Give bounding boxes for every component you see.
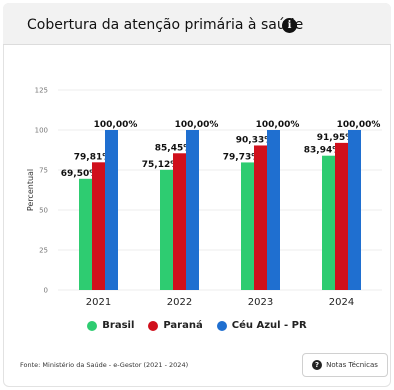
bar (92, 162, 105, 290)
question-icon: ? (312, 360, 323, 370)
legend-label: Céu Azul - PR (231, 320, 307, 331)
notes-button-label: Notas Técnicas (326, 361, 378, 369)
bar (335, 142, 348, 290)
data-label: 85,45% (155, 143, 193, 153)
data-label: 69,50% (61, 169, 99, 179)
legend-item[interactable]: Céu Azul - PR (216, 320, 307, 331)
data-label: 79,81% (74, 152, 112, 162)
data-label: 100,00% (94, 120, 138, 130)
legend-item[interactable]: Paraná (148, 320, 203, 331)
bar (254, 145, 267, 290)
data-label: 79,73% (223, 152, 261, 162)
chart-legend: Brasil Paraná Céu Azul - PR (0, 320, 394, 331)
y-tick-label: 25 (39, 247, 48, 255)
bar-chart: 0 25 50 75 100 125 Percentual 69,50% 79,81% 100,0… (26, 87, 382, 308)
data-label: 100,00% (337, 120, 381, 130)
bar (79, 178, 92, 290)
data-label: 75,12% (142, 160, 180, 170)
x-tick-label: 2022 (167, 297, 192, 308)
legend-label: Paraná (163, 320, 203, 331)
bar (105, 130, 118, 290)
legend-item[interactable]: Brasil (87, 320, 134, 331)
bar (173, 153, 186, 290)
data-label: 100,00% (256, 120, 300, 130)
x-tick-label: 2024 (329, 297, 354, 308)
chart-title: Cobertura da atenção primária à saúde (27, 17, 304, 33)
bar (267, 130, 280, 290)
bar (348, 130, 361, 290)
info-icon[interactable]: i (282, 18, 297, 33)
y-tick-label: 100 (35, 127, 48, 135)
y-tick-label: 75 (39, 167, 48, 175)
notes-button[interactable]: ? Notas Técnicas (302, 353, 388, 377)
y-tick-label: 125 (35, 87, 48, 95)
x-tick-label: 2023 (248, 297, 273, 308)
card-header: Cobertura da atenção primária à saúde i (3, 3, 391, 45)
data-label: 83,94% (304, 146, 342, 156)
bar (186, 130, 199, 290)
legend-label: Brasil (102, 320, 135, 331)
y-tick-label: 0 (44, 287, 48, 295)
legend-swatch (87, 320, 98, 331)
data-label: 100,00% (175, 120, 219, 130)
x-tick-label: 2021 (86, 297, 111, 308)
data-label: 90,33% (236, 135, 274, 145)
bar (241, 162, 254, 290)
data-label: 91,95% (317, 133, 355, 143)
legend-swatch (148, 320, 159, 331)
bar (322, 155, 335, 290)
y-axis-label: Percentual (26, 169, 35, 211)
y-tick-label: 50 (39, 207, 48, 215)
legend-swatch (216, 320, 227, 331)
bar (160, 169, 173, 290)
source-note: Fonte: Ministério da Saúde - e-Gestor (2… (20, 361, 189, 369)
